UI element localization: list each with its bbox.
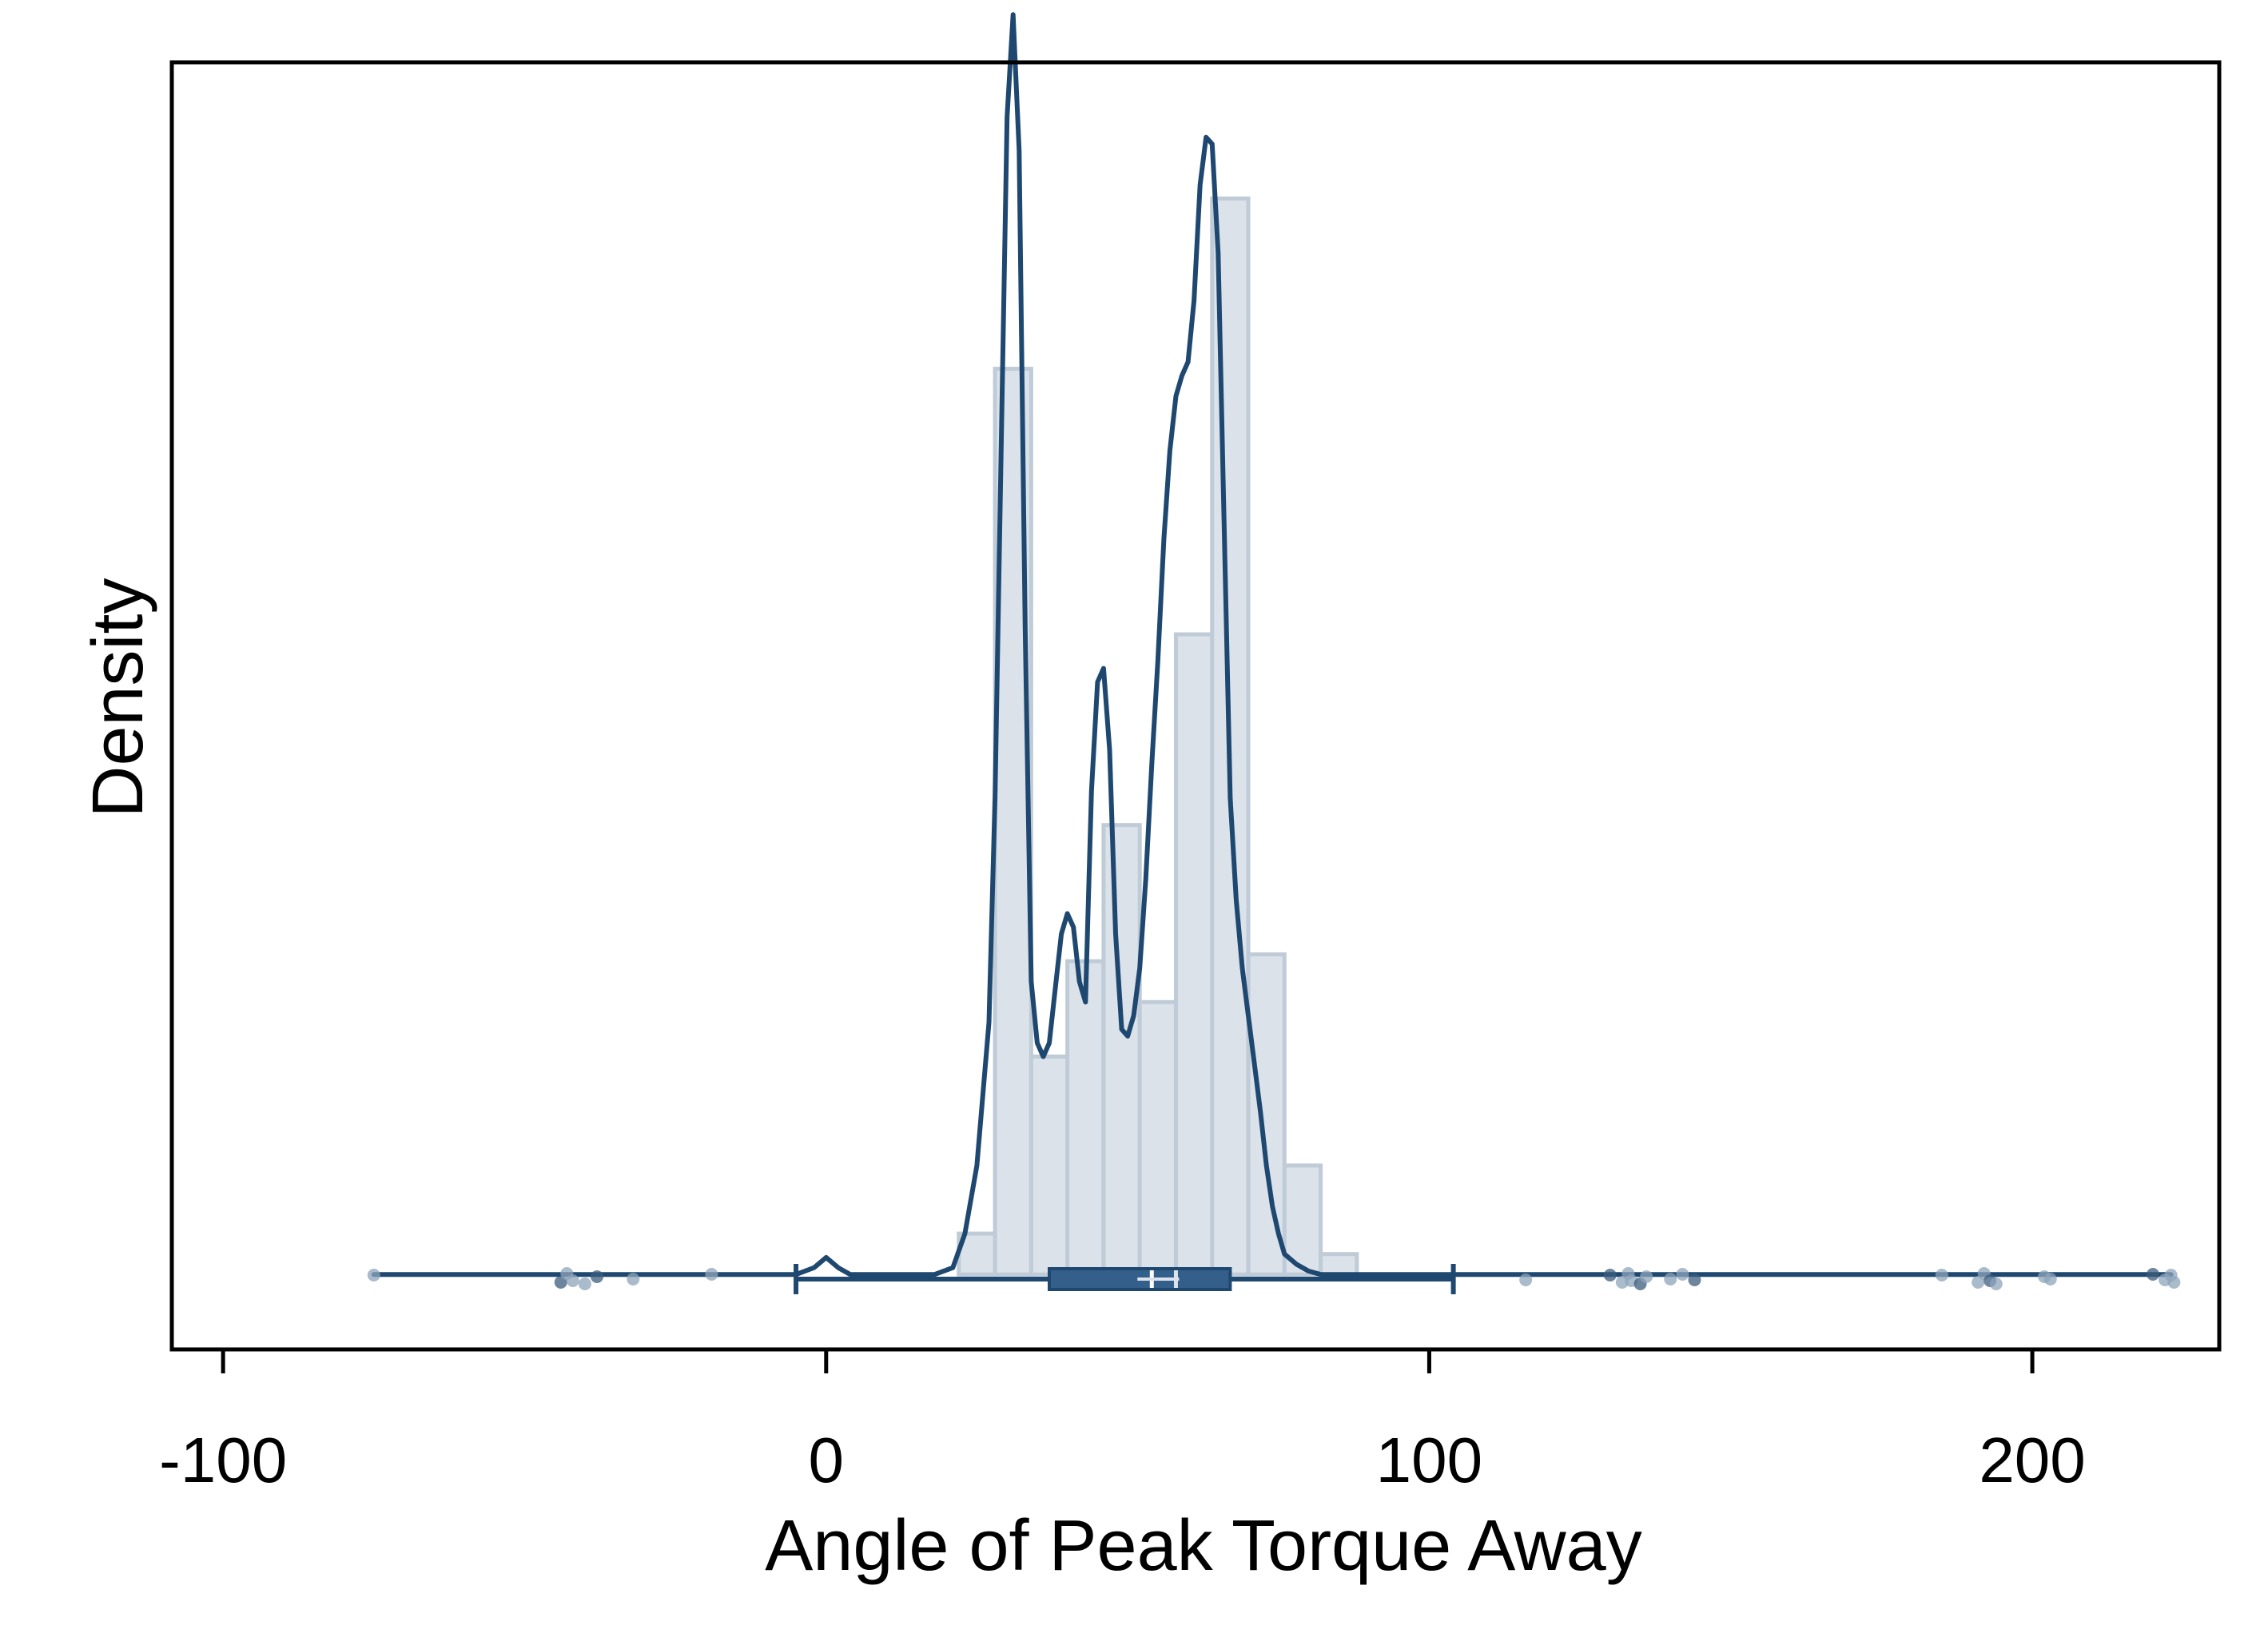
x-tick-label: 0 [809, 1424, 845, 1496]
outlier-point-8 [1519, 1274, 1533, 1286]
outlier-point-0 [367, 1269, 380, 1281]
outlier-point-4 [578, 1277, 591, 1290]
plot-frame [169, 60, 2222, 1352]
histogram-bar-10 [1319, 1252, 1359, 1277]
outlier-point-17 [1688, 1274, 1701, 1286]
x-axis-title: Angle of Peak Torque Away [765, 1506, 1641, 1586]
density-curve [371, 12, 2174, 1277]
x-tick-label: -100 [159, 1424, 287, 1496]
histogram-bar-2 [1029, 1054, 1070, 1277]
y-axis-title: Density [78, 578, 158, 817]
x-tick-label: 100 [1376, 1424, 1482, 1496]
histogram-bar-4 [1101, 823, 1142, 1277]
histogram-bar-3 [1065, 959, 1106, 1277]
outlier-point-3 [566, 1274, 579, 1287]
outlier-point-6 [627, 1273, 640, 1285]
histogram-bar-8 [1246, 952, 1287, 1277]
outlier-point-7 [705, 1268, 718, 1281]
x-axis-ticks: -100 0 100 200 [159, 1349, 2086, 1496]
x-tick-label: 200 [1979, 1424, 2085, 1496]
histogram-bar-6 [1173, 632, 1215, 1277]
outlier-points [367, 1267, 2181, 1290]
outlier-point-15 [1664, 1273, 1677, 1285]
boxplot [794, 1264, 1456, 1294]
outlier-point-9 [1603, 1269, 1617, 1281]
outlier-point-22 [1989, 1277, 2003, 1290]
outlier-point-25 [2146, 1268, 2159, 1281]
outlier-point-28 [2167, 1276, 2181, 1289]
outlier-point-14 [1640, 1270, 1653, 1283]
outlier-point-18 [1935, 1269, 1948, 1281]
outlier-point-24 [2043, 1273, 2057, 1285]
histogram-bar-5 [1137, 999, 1178, 1277]
outlier-point-16 [1676, 1268, 1689, 1281]
histogram-bars [957, 196, 1359, 1277]
density-curve-layer [371, 12, 2174, 1277]
outlier-point-5 [591, 1270, 604, 1283]
